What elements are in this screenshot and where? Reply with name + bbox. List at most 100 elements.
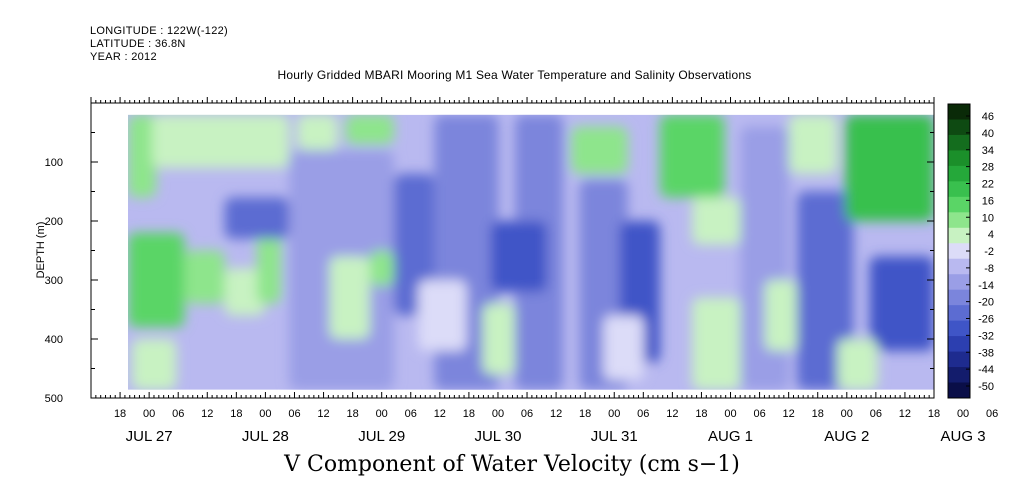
x-hour-label: 12 (899, 408, 911, 420)
heatmap-cell (659, 114, 725, 198)
x-hour-label: 00 (608, 408, 620, 420)
colorbar-swatch (948, 134, 970, 151)
x-date-label: JUL 30 (474, 428, 521, 445)
colorbar-swatch (948, 274, 970, 291)
y-tick-label: 200 (45, 216, 63, 228)
colorbar-label: -14 (978, 280, 994, 292)
x-hour-label: 06 (986, 408, 998, 420)
x-date-label: AUG 2 (824, 428, 869, 445)
heatmap-cell (482, 303, 515, 375)
x-date-label: AUG 3 (941, 428, 986, 445)
colorbar-swatch (948, 243, 970, 260)
x-hour-label: 12 (666, 408, 678, 420)
heatmap-cell (152, 114, 290, 168)
x-hour-label: 00 (259, 408, 271, 420)
plot-title: Hourly Gridded MBARI Mooring M1 Sea Wate… (277, 68, 752, 82)
x-date-label: AUG 1 (708, 428, 753, 445)
heatmap-cell (393, 173, 435, 316)
x-hour-label: 18 (812, 408, 824, 420)
colorbar-swatch (948, 196, 970, 213)
x-hour-label: 18 (928, 408, 940, 420)
x-hour-label: 18 (114, 408, 126, 420)
x-hour-label: 06 (637, 408, 649, 420)
latitude-label: LATITUDE : 36.8N (90, 38, 186, 50)
x-hour-label: 00 (841, 408, 853, 420)
year-label: YEAR : 2012 (90, 51, 157, 63)
heatmap-cell (418, 280, 467, 351)
x-hour-label: 18 (579, 408, 591, 420)
x-hour-label: 00 (957, 408, 969, 420)
x-hour-label: 06 (521, 408, 533, 420)
heatmap-cell (845, 114, 934, 221)
heatmap-cell (224, 197, 290, 239)
heatmap-cell (132, 339, 177, 390)
x-hour-label: 00 (492, 408, 504, 420)
colorbar-label: 46 (982, 111, 994, 123)
heatmap-cell (571, 126, 628, 174)
x-hour-label: 06 (870, 408, 882, 420)
heatmap-cell (369, 250, 394, 286)
colorbar-label: -26 (978, 314, 994, 326)
x-hour-label: 12 (201, 408, 213, 420)
x-hour-label: 06 (288, 408, 300, 420)
heatmap-cell (837, 339, 878, 390)
y-tick-label: 100 (45, 157, 63, 169)
heatmap-cell (297, 114, 338, 151)
heatmap-cell (345, 114, 394, 145)
x-hour-label: 18 (463, 408, 475, 420)
colorbar-swatch (948, 289, 970, 306)
colorbar-swatch (948, 351, 970, 368)
colorbar-swatch (948, 104, 970, 120)
colorbar-label: 4 (988, 229, 994, 241)
colorbar: 46 40 34 28 22 16 10 4 -2 -8 -14 -20 -26 -32 -38 -44 -50 (947, 103, 994, 399)
x-hour-label: 00 (143, 408, 155, 420)
colorbar-label: 16 (982, 195, 994, 207)
colorbar-label: 28 (982, 162, 994, 174)
colorbar-label: -38 (978, 347, 994, 359)
longitude-label: LONGITUDE : 122W(-122) (90, 25, 229, 37)
x-hour-label: 06 (405, 408, 417, 420)
colorbar-label: -20 (978, 297, 994, 309)
colorbar-label: 40 (982, 128, 994, 140)
colorbar-swatch (948, 367, 970, 384)
colorbar-label: -32 (978, 330, 994, 342)
x-hour-label: 06 (172, 408, 184, 420)
heatmap-cell (329, 256, 370, 339)
x-hour-label: 12 (434, 408, 446, 420)
y-tick-label: 500 (45, 393, 63, 405)
y-tick-label: 400 (45, 334, 63, 346)
colorbar-swatch (948, 181, 970, 198)
x-date-label: JUL 29 (358, 428, 405, 445)
x-hour-label: 18 (346, 408, 358, 420)
x-hour-label: 12 (550, 408, 562, 420)
x-hour-label: 18 (230, 408, 242, 420)
colorbar-label: 22 (982, 179, 994, 191)
variable-title: V Component of Water Velocity (cm s−1) (284, 452, 740, 477)
heatmap-cell (224, 268, 266, 316)
heatmap-cell (128, 114, 157, 198)
x-date-label: JUL 28 (242, 428, 289, 445)
x-hour-label: 12 (317, 408, 329, 420)
colorbar-label: -8 (984, 263, 994, 275)
x-hour-label: 06 (753, 408, 765, 420)
colorbar-swatch (948, 227, 970, 244)
x-hour-label: 00 (376, 408, 388, 420)
heatmap-cell (184, 250, 225, 304)
colorbar-swatch (948, 320, 970, 337)
colorbar-swatch (948, 305, 970, 322)
colorbar-swatch (948, 212, 970, 229)
colorbar-swatch (948, 119, 970, 136)
y-axis-label: DEPTH (m) (35, 222, 47, 279)
heatmap-cell (603, 315, 644, 381)
x-hour-label: 00 (724, 408, 736, 420)
heatmap-cell (692, 297, 741, 390)
colorbar-label: 10 (982, 212, 994, 224)
colorbar-swatch (948, 336, 970, 353)
x-hour-label: 18 (695, 408, 707, 420)
x-date-label: JUL 31 (591, 428, 638, 445)
colorbar-label: -50 (978, 381, 994, 393)
heatmap-cell (764, 280, 797, 351)
heatmap-cell (490, 221, 548, 292)
